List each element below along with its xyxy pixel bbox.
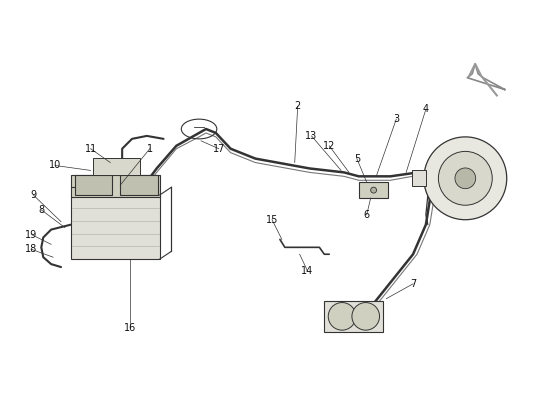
Bar	[71, 195, 160, 259]
Text: 6: 6	[364, 210, 370, 220]
Circle shape	[328, 302, 356, 330]
Text: 4: 4	[423, 104, 429, 114]
Bar	[71, 175, 160, 197]
Text: 9: 9	[30, 190, 36, 200]
Text: 13: 13	[305, 131, 317, 141]
Text: 7: 7	[410, 279, 416, 289]
Bar	[92, 158, 140, 175]
Circle shape	[371, 187, 377, 193]
Bar	[359, 182, 388, 198]
Text: 12: 12	[323, 141, 336, 151]
Text: 18: 18	[25, 244, 37, 254]
Text: 19: 19	[25, 230, 37, 240]
Text: 3: 3	[393, 114, 399, 124]
Text: 16: 16	[124, 323, 136, 333]
Text: 14: 14	[301, 266, 314, 276]
Circle shape	[455, 168, 476, 189]
Bar	[324, 300, 383, 332]
Bar	[412, 170, 426, 186]
Text: 17: 17	[213, 144, 225, 154]
Text: 15: 15	[266, 215, 278, 225]
Text: 8: 8	[39, 205, 45, 215]
Bar	[120, 175, 158, 195]
Text: 11: 11	[85, 144, 97, 154]
Circle shape	[424, 137, 507, 220]
Circle shape	[352, 302, 379, 330]
Text: 1: 1	[147, 144, 153, 154]
Text: 2: 2	[295, 101, 301, 111]
Text: 5: 5	[354, 154, 360, 164]
Text: 10: 10	[49, 160, 61, 170]
Circle shape	[438, 151, 492, 205]
Bar	[75, 175, 112, 195]
